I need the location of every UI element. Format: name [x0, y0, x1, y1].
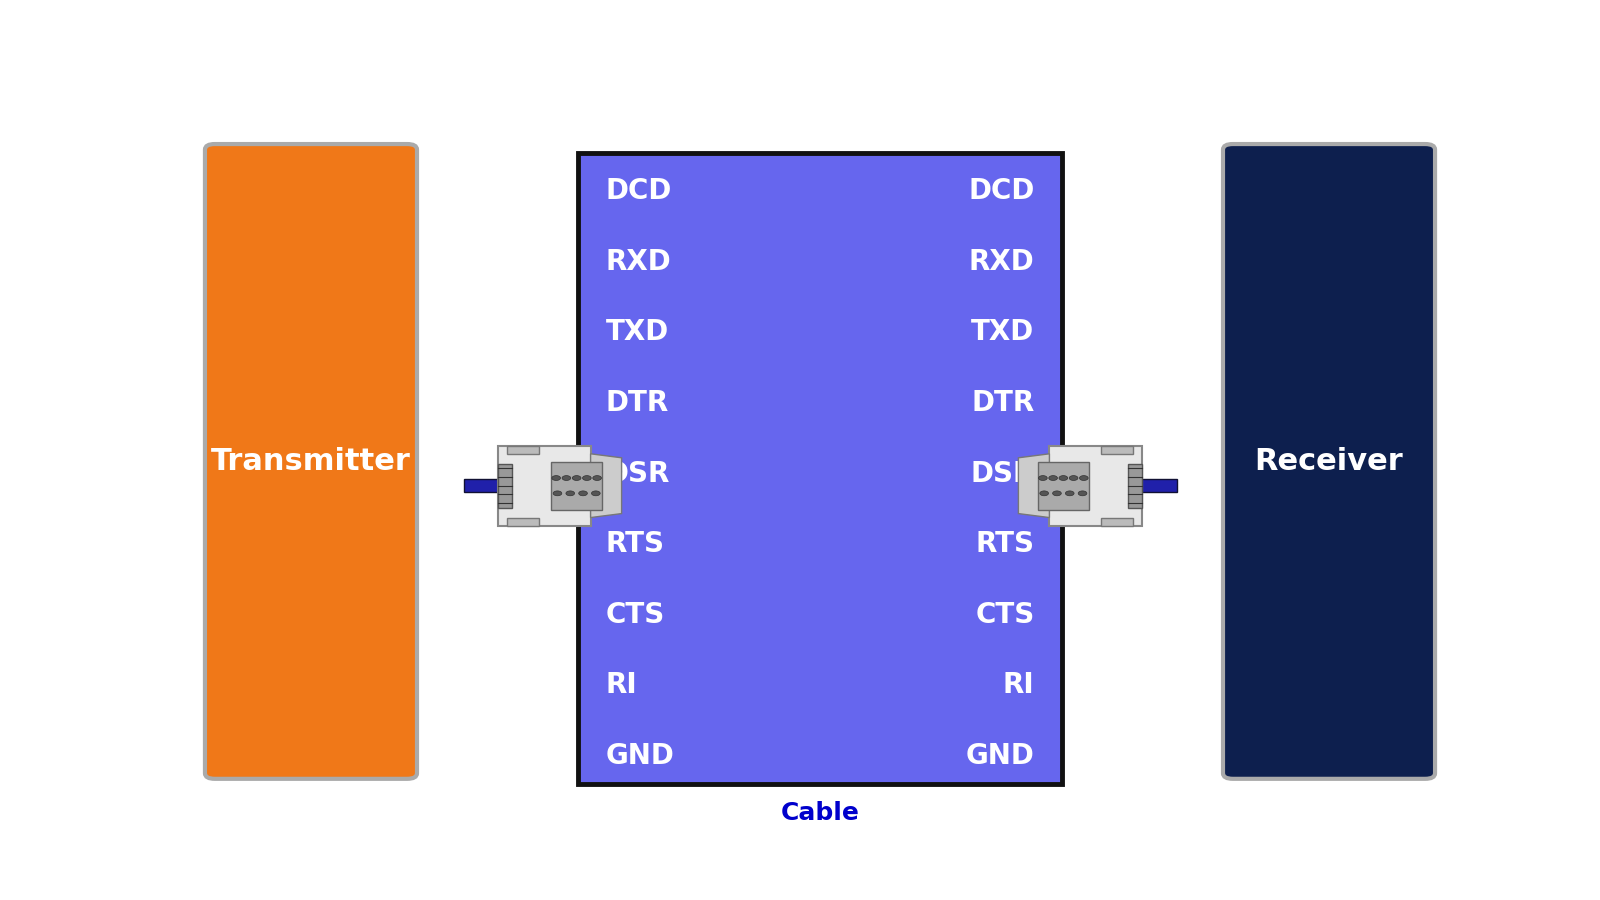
Bar: [1096, 480, 1176, 492]
Text: CTS: CTS: [976, 601, 1035, 629]
Polygon shape: [590, 454, 621, 518]
Text: DTR: DTR: [971, 389, 1035, 417]
Text: TXD: TXD: [971, 319, 1035, 346]
Bar: [1038, 462, 1090, 509]
Text: DCD: DCD: [968, 177, 1035, 205]
Text: CTS: CTS: [605, 601, 664, 629]
Text: Cable: Cable: [781, 801, 859, 825]
Text: DSR: DSR: [605, 460, 670, 488]
Text: RXD: RXD: [968, 248, 1035, 275]
Circle shape: [1040, 491, 1048, 496]
Circle shape: [562, 475, 571, 481]
Circle shape: [592, 491, 600, 496]
Bar: [1101, 518, 1133, 526]
Circle shape: [1053, 491, 1061, 496]
Bar: [507, 446, 539, 454]
Bar: [1050, 446, 1142, 526]
Bar: [550, 462, 602, 509]
Circle shape: [579, 491, 587, 496]
Text: Receiver: Receiver: [1254, 447, 1403, 476]
Bar: [464, 480, 544, 492]
Text: RTS: RTS: [605, 530, 664, 558]
Bar: [578, 153, 1062, 784]
Circle shape: [573, 475, 581, 481]
Circle shape: [1038, 475, 1048, 481]
Bar: [1128, 464, 1142, 508]
Circle shape: [1048, 475, 1058, 481]
Circle shape: [1066, 491, 1074, 496]
Bar: [1101, 446, 1133, 454]
Circle shape: [1069, 475, 1078, 481]
Circle shape: [554, 491, 562, 496]
FancyBboxPatch shape: [1222, 144, 1435, 778]
Text: RI: RI: [1003, 671, 1035, 699]
Bar: [498, 446, 590, 526]
Text: RXD: RXD: [605, 248, 672, 275]
Text: RI: RI: [605, 671, 637, 699]
Text: DCD: DCD: [605, 177, 672, 205]
Text: TXD: TXD: [605, 319, 669, 346]
Circle shape: [552, 475, 560, 481]
Circle shape: [582, 475, 592, 481]
Text: Transmitter: Transmitter: [211, 447, 411, 476]
Circle shape: [1059, 475, 1067, 481]
Text: DSR: DSR: [970, 460, 1035, 488]
FancyBboxPatch shape: [205, 144, 418, 778]
Polygon shape: [1019, 454, 1050, 518]
Circle shape: [592, 475, 602, 481]
Text: GND: GND: [605, 742, 674, 770]
Bar: [507, 518, 539, 526]
Circle shape: [566, 491, 574, 496]
Circle shape: [1078, 491, 1086, 496]
Bar: [498, 464, 512, 508]
Text: RTS: RTS: [976, 530, 1035, 558]
Text: GND: GND: [966, 742, 1035, 770]
Text: DTR: DTR: [605, 389, 669, 417]
Circle shape: [1080, 475, 1088, 481]
